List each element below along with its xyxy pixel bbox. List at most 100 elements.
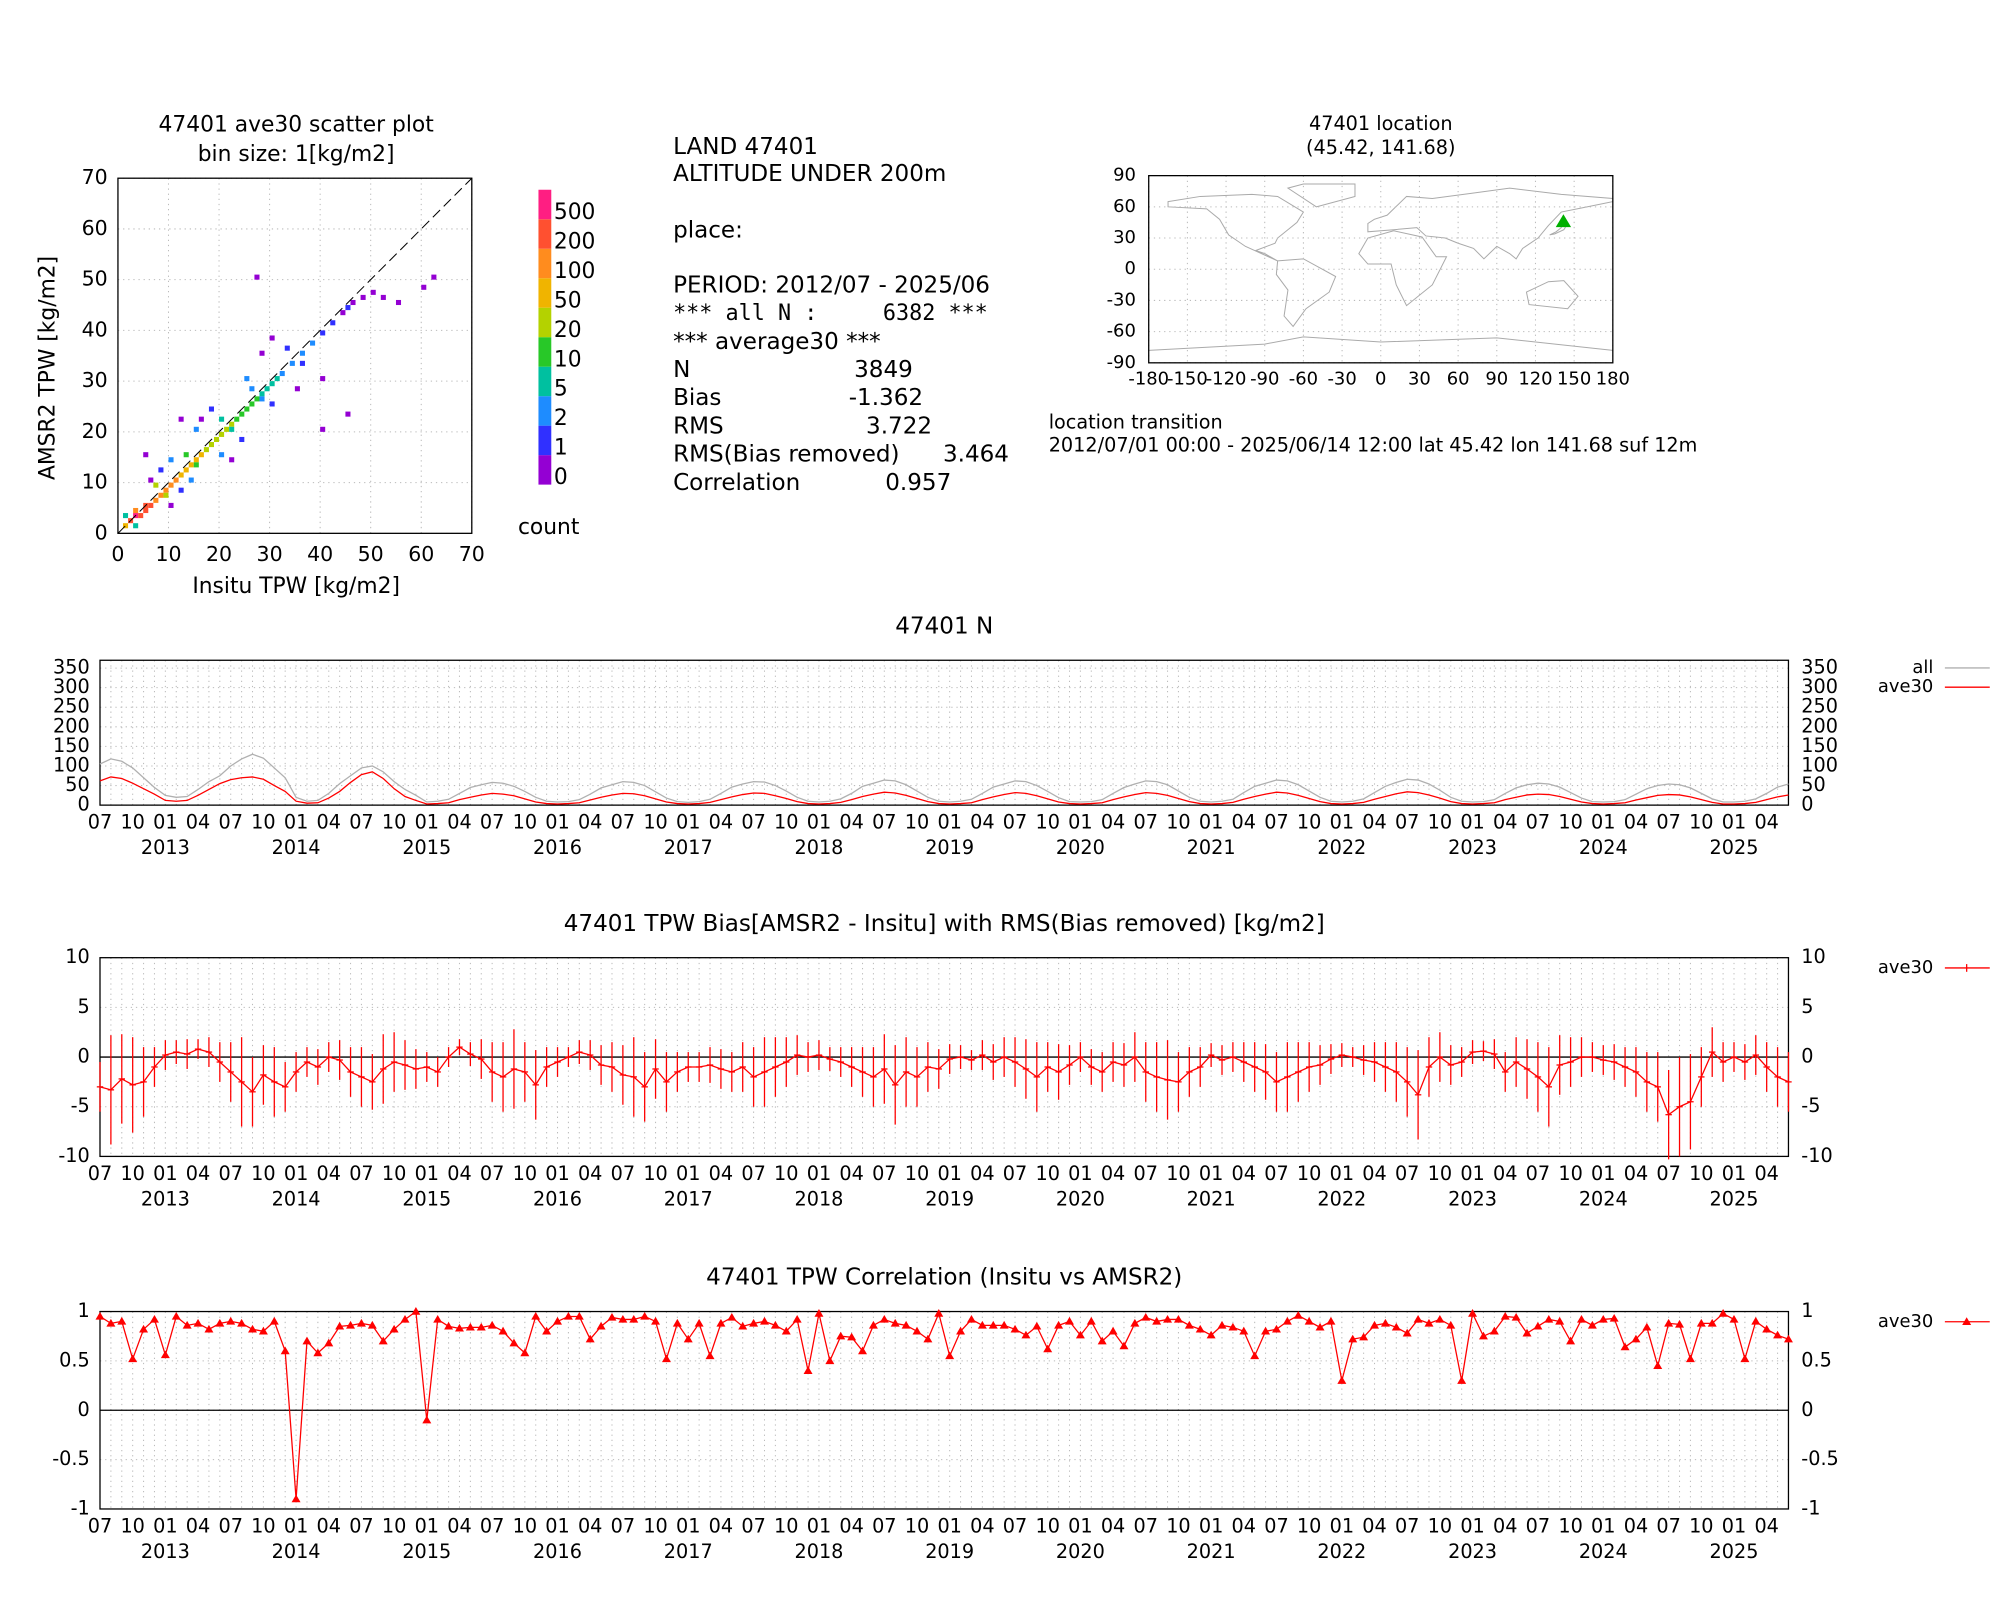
marker — [1675, 1319, 1685, 1328]
marker — [1587, 1320, 1597, 1329]
year-label: 2023 — [1448, 1540, 1497, 1563]
x-tick-label: -60 — [1289, 368, 1318, 389]
x-tick-label: 10 — [905, 811, 929, 834]
marker — [1184, 1320, 1194, 1329]
cell — [254, 396, 260, 402]
x-tick-label: 04 — [578, 811, 602, 834]
cell — [148, 477, 154, 483]
cell — [259, 391, 265, 397]
chart-title: 47401 location — [1309, 112, 1453, 135]
cell — [249, 401, 255, 407]
y-tick-label: 1 — [78, 1299, 90, 1322]
y-tick-label: 50 — [82, 267, 108, 291]
y2-tick-label: -1 — [1801, 1496, 1820, 1519]
x-tick-label: 07 — [88, 1162, 112, 1185]
x-tick-label: 01 — [153, 811, 177, 834]
year-label: 2023 — [1448, 1187, 1497, 1210]
x-tick-label: 04 — [970, 1514, 994, 1537]
marker — [1086, 1316, 1096, 1325]
colorbar-segment — [538, 219, 552, 249]
x-tick-label: 10 — [1166, 1514, 1190, 1537]
marker — [1631, 1334, 1641, 1343]
year-label: 2020 — [1056, 836, 1105, 859]
y-tick-label: 200 — [53, 714, 90, 737]
y-tick-label: -90 — [1107, 352, 1136, 373]
marker — [596, 1321, 606, 1330]
marker — [1282, 1316, 1292, 1325]
x-tick-label: 01 — [807, 1514, 831, 1537]
year-label: 2018 — [794, 1540, 843, 1563]
y-tick-label: 0 — [78, 1398, 90, 1421]
marker — [1664, 1318, 1674, 1327]
marker — [520, 1348, 530, 1357]
cell — [279, 370, 285, 377]
x-tick-label: 04 — [1101, 811, 1125, 834]
x-tick-label: 07 — [1395, 1514, 1419, 1537]
x-tick-label: 10 — [1166, 1162, 1190, 1185]
average-heading: *** average30 *** — [673, 329, 881, 355]
marker — [912, 1326, 922, 1335]
x-tick-label: 04 — [1754, 811, 1778, 834]
marker — [128, 1354, 138, 1363]
x-tick-label: 10 — [251, 811, 275, 834]
x-tick-label: 01 — [1460, 1162, 1484, 1185]
cell — [183, 452, 189, 458]
x-tick-label: 04 — [1754, 1162, 1778, 1185]
cell — [239, 411, 245, 417]
x-tick-label: 07 — [1003, 1514, 1027, 1537]
year-label: 2013 — [141, 836, 190, 859]
x-tick-label: 07 — [349, 1514, 373, 1537]
year-label: 2018 — [794, 1187, 843, 1210]
x-tick-label: 01 — [1460, 811, 1484, 834]
y-tick-label: 50 — [65, 773, 89, 796]
legend-label: ave30 — [1878, 957, 1933, 978]
marker — [1685, 1354, 1695, 1363]
cell — [219, 452, 225, 458]
marker — [1054, 1320, 1064, 1329]
cell — [254, 274, 260, 280]
marker — [999, 1320, 1009, 1329]
colorbar-label: 1 — [554, 436, 568, 461]
x-tick-label: 01 — [545, 1162, 569, 1185]
marker — [1468, 1309, 1478, 1317]
x-tick-label: 04 — [1362, 1514, 1386, 1537]
y-tick-label: 10 — [65, 945, 89, 968]
marker — [1533, 1321, 1543, 1330]
x-tick-label: 10 — [120, 1162, 144, 1185]
colorbar-title: count — [518, 515, 580, 540]
marker — [498, 1326, 508, 1335]
x-tick-label: 10 — [1297, 1162, 1321, 1185]
plot-frame — [117, 177, 473, 534]
x-tick-label: 04 — [447, 811, 471, 834]
x-tick-label: 04 — [1232, 1162, 1256, 1185]
station: LAND 47401 — [673, 134, 818, 160]
marker — [531, 1311, 541, 1320]
x-tick-label: 07 — [741, 811, 765, 834]
x-tick-label: 01 — [545, 1514, 569, 1537]
y-tick-label: 70 — [82, 165, 108, 189]
year-label: 2022 — [1317, 836, 1366, 859]
x-tick-label: 04 — [186, 1162, 210, 1185]
marker — [1435, 1314, 1445, 1323]
cell — [183, 467, 189, 473]
plot-frame — [99, 659, 1790, 806]
chart-title: 47401 TPW Bias[AMSR2 - Insitu] with RMS(… — [564, 911, 1325, 937]
x-tick-label: -30 — [1327, 368, 1356, 389]
year-label: 2019 — [925, 1187, 974, 1210]
cell — [421, 284, 427, 290]
x-tick-label: 07 — [349, 811, 373, 834]
marker — [945, 1351, 955, 1360]
marker — [1489, 1326, 1499, 1335]
marker — [825, 1356, 835, 1365]
marker — [1718, 1309, 1728, 1317]
marker — [934, 1309, 944, 1317]
x-tick-label: 04 — [1493, 1514, 1517, 1537]
year-label: 2015 — [402, 1187, 451, 1210]
marker — [1293, 1311, 1303, 1319]
year-label: 2025 — [1710, 1187, 1759, 1210]
marker — [367, 1320, 377, 1329]
altitude: ALTITUDE UNDER 200m — [673, 161, 946, 187]
marker — [705, 1351, 715, 1360]
marker — [585, 1334, 595, 1343]
marker — [618, 1314, 628, 1323]
